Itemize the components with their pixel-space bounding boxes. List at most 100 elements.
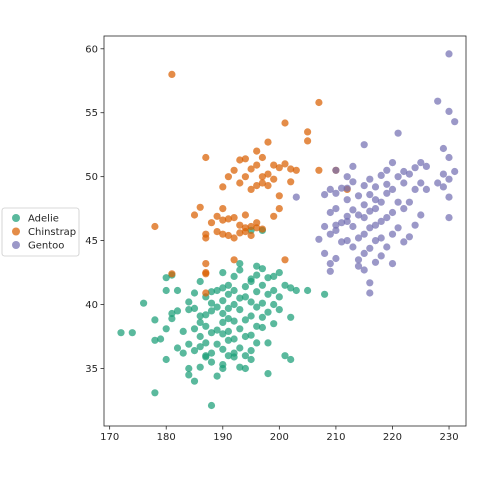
- point-gentoo-39: [360, 201, 368, 209]
- point-adelie-50: [213, 303, 221, 311]
- legend-marker-adelie: [12, 214, 20, 222]
- point-adelie-124: [287, 313, 295, 321]
- point-gentoo-75: [400, 205, 408, 213]
- point-gentoo-14: [332, 254, 340, 263]
- point-chinstrap-32: [241, 211, 249, 219]
- point-adelie-80: [236, 266, 244, 274]
- y-tick-label: 60: [85, 44, 98, 55]
- point-chinstrap-39: [253, 224, 261, 232]
- point-gentoo-84: [417, 211, 425, 219]
- legend-marker-gentoo: [12, 241, 20, 249]
- point-adelie-82: [236, 363, 244, 371]
- point-chinstrap-3: [190, 211, 199, 219]
- point-chinstrap-58: [281, 119, 289, 127]
- point-adelie-8: [162, 325, 170, 333]
- y-tick-label: 50: [85, 172, 98, 183]
- point-gentoo-98: [445, 50, 453, 58]
- point-gentoo-74: [400, 238, 408, 246]
- point-adelie-66: [224, 290, 232, 298]
- point-chinstrap-25: [230, 166, 238, 174]
- point-adelie-73: [230, 286, 238, 295]
- point-adelie-23: [185, 371, 193, 379]
- point-gentoo-55: [377, 252, 385, 260]
- point-adelie-112: [264, 274, 272, 282]
- point-adelie-16: [173, 286, 182, 295]
- point-gentoo-94: [445, 193, 453, 201]
- point-gentoo-92: [439, 170, 447, 178]
- point-gentoo-57: [377, 217, 385, 225]
- point-adelie-11: [168, 315, 176, 323]
- x-tick-label: 230: [439, 432, 458, 443]
- point-chinstrap-10: [202, 230, 210, 238]
- point-chinstrap-52: [270, 161, 278, 169]
- point-gentoo-100: [451, 167, 459, 176]
- legend-box: [1, 207, 80, 257]
- point-gentoo-23: [343, 212, 351, 220]
- point-gentoo-88: [422, 162, 430, 170]
- point-adelie-42: [207, 349, 216, 357]
- point-gentoo-40: [360, 182, 368, 190]
- point-adelie-45: [207, 299, 216, 307]
- point-gentoo-46: [366, 191, 374, 199]
- point-gentoo-80: [405, 170, 413, 178]
- point-adelie-51: [213, 286, 221, 295]
- point-gentoo-5: [326, 230, 334, 238]
- point-adelie-105: [258, 281, 266, 289]
- point-adelie-28: [190, 377, 199, 385]
- point-adelie-0: [117, 329, 125, 337]
- point-gentoo-77: [400, 167, 408, 176]
- point-chinstrap-1: [168, 70, 176, 78]
- point-gentoo-73: [394, 129, 402, 137]
- point-gentoo-78: [405, 233, 413, 241]
- point-gentoo-51: [371, 221, 380, 229]
- point-adelie-20: [185, 340, 193, 348]
- point-gentoo-27: [349, 206, 357, 214]
- point-adelie-2: [140, 299, 148, 307]
- point-adelie-47: [207, 358, 216, 366]
- point-adelie-9: [162, 286, 170, 295]
- point-adelie-29: [196, 363, 204, 371]
- point-gentoo-6: [326, 208, 334, 217]
- point-gentoo-60: [383, 243, 391, 251]
- y-tick-label: 40: [85, 300, 98, 311]
- point-chinstrap-47: [258, 153, 266, 162]
- point-gentoo-69: [388, 159, 397, 167]
- point-gentoo-65: [388, 260, 397, 268]
- point-adelie-113: [264, 370, 272, 378]
- point-chinstrap-61: [287, 165, 295, 173]
- point-gentoo-25: [349, 243, 357, 251]
- point-chinstrap-66: [315, 98, 323, 107]
- point-adelie-72: [230, 300, 238, 309]
- point-chinstrap-19: [224, 231, 232, 240]
- point-gentoo-30: [354, 256, 363, 264]
- point-chinstrap-65: [315, 166, 323, 174]
- y-tick-label: 35: [85, 364, 98, 375]
- point-adelie-78: [236, 306, 244, 314]
- point-adelie-104: [258, 299, 266, 307]
- point-adelie-17: [179, 349, 187, 357]
- point-gentoo-19: [343, 237, 351, 245]
- point-adelie-22: [185, 298, 193, 306]
- point-adelie-97: [253, 322, 261, 330]
- point-gentoo-49: [371, 258, 380, 266]
- point-gentoo-86: [417, 159, 425, 167]
- point-adelie-63: [224, 336, 232, 344]
- point-adelie-111: [264, 290, 272, 298]
- point-gentoo-76: [400, 179, 408, 187]
- y-tick-label: 45: [85, 236, 98, 247]
- point-adelie-68: [224, 327, 232, 335]
- point-gentoo-34: [354, 262, 363, 270]
- point-adelie-91: [247, 312, 255, 320]
- point-gentoo-28: [349, 178, 357, 186]
- point-adelie-49: [213, 326, 221, 334]
- point-adelie-67: [224, 281, 232, 289]
- point-adelie-36: [202, 339, 210, 347]
- point-adelie-56: [219, 318, 227, 326]
- point-adelie-115: [270, 300, 278, 309]
- point-chinstrap-54: [275, 205, 283, 213]
- point-chinstrap-48: [264, 182, 272, 190]
- point-gentoo-15: [332, 166, 340, 174]
- point-gentoo-45: [366, 207, 374, 215]
- point-adelie-100: [253, 271, 261, 279]
